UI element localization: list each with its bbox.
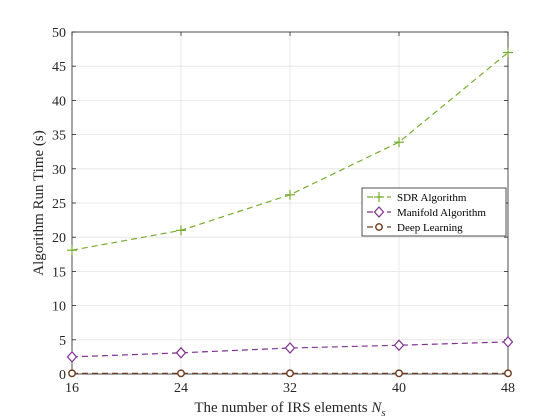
x-axis-label: The number of IRS elements Ns — [194, 400, 385, 419]
x-axis-label-subscript: s — [381, 407, 385, 419]
legend-label: SDR Algorithm — [397, 192, 467, 204]
y-tick-label: 15 — [52, 265, 66, 280]
legend-label: Manifold Algorithm — [397, 207, 486, 219]
series-1 — [66, 335, 514, 363]
series-line — [71, 341, 509, 358]
legend: SDR Algorithm Manifold Algorithm Deep Lear… — [361, 187, 507, 237]
y-tick-label: 20 — [52, 231, 66, 246]
data-point — [286, 369, 294, 378]
data-point — [68, 369, 76, 378]
x-axis-ticks: 16 24 32 40 48 — [65, 32, 515, 396]
legend-marker — [374, 192, 384, 202]
data-point — [67, 245, 77, 256]
data-point — [285, 189, 295, 200]
data-point — [502, 335, 514, 348]
data-point — [394, 137, 404, 148]
x-tick-label: 16 — [65, 381, 79, 396]
data-point — [503, 47, 513, 58]
legend-item: SDR Algorithm — [367, 192, 467, 204]
y-tick-label: 30 — [52, 163, 66, 178]
legend-box — [361, 187, 507, 237]
legend-marker — [373, 206, 385, 218]
legend-item: Deep Learning — [367, 222, 463, 234]
data-point — [504, 369, 512, 378]
x-tick-label: 40 — [392, 381, 406, 396]
y-tick-label: 45 — [52, 60, 66, 75]
y-tick-label: 50 — [52, 26, 66, 41]
y-axis-ticks: 0 5 10 15 20 25 30 35 40 45 50 — [52, 26, 508, 383]
data-point — [176, 225, 186, 236]
x-tick-label: 24 — [174, 381, 188, 396]
x-tick-label: 48 — [501, 381, 515, 396]
legend-label: Deep Learning — [397, 222, 463, 234]
y-tick-label: 5 — [59, 334, 66, 349]
legend-marker — [375, 223, 383, 231]
data-point — [177, 369, 185, 378]
data-point — [66, 351, 78, 363]
y-tick-label: 25 — [52, 197, 66, 212]
series-0 — [67, 47, 513, 256]
y-tick-label: 0 — [59, 368, 66, 383]
legend-item: Manifold Algorithm — [367, 206, 486, 219]
y-tick-label: 40 — [52, 94, 66, 109]
data-point — [393, 339, 405, 352]
data-point — [395, 369, 403, 378]
series-group — [66, 47, 514, 378]
x-axis-label-text: The number of IRS elements — [194, 400, 371, 416]
x-tick-label: 32 — [283, 381, 297, 396]
data-point — [175, 346, 187, 359]
y-axis-label: Algorithm Run Time (s) — [31, 130, 47, 275]
data-point — [284, 342, 296, 354]
y-tick-label: 10 — [52, 300, 66, 315]
series-2 — [68, 369, 512, 378]
y-tick-label: 35 — [52, 129, 66, 144]
x-axis-label-symbol: N — [370, 400, 382, 416]
